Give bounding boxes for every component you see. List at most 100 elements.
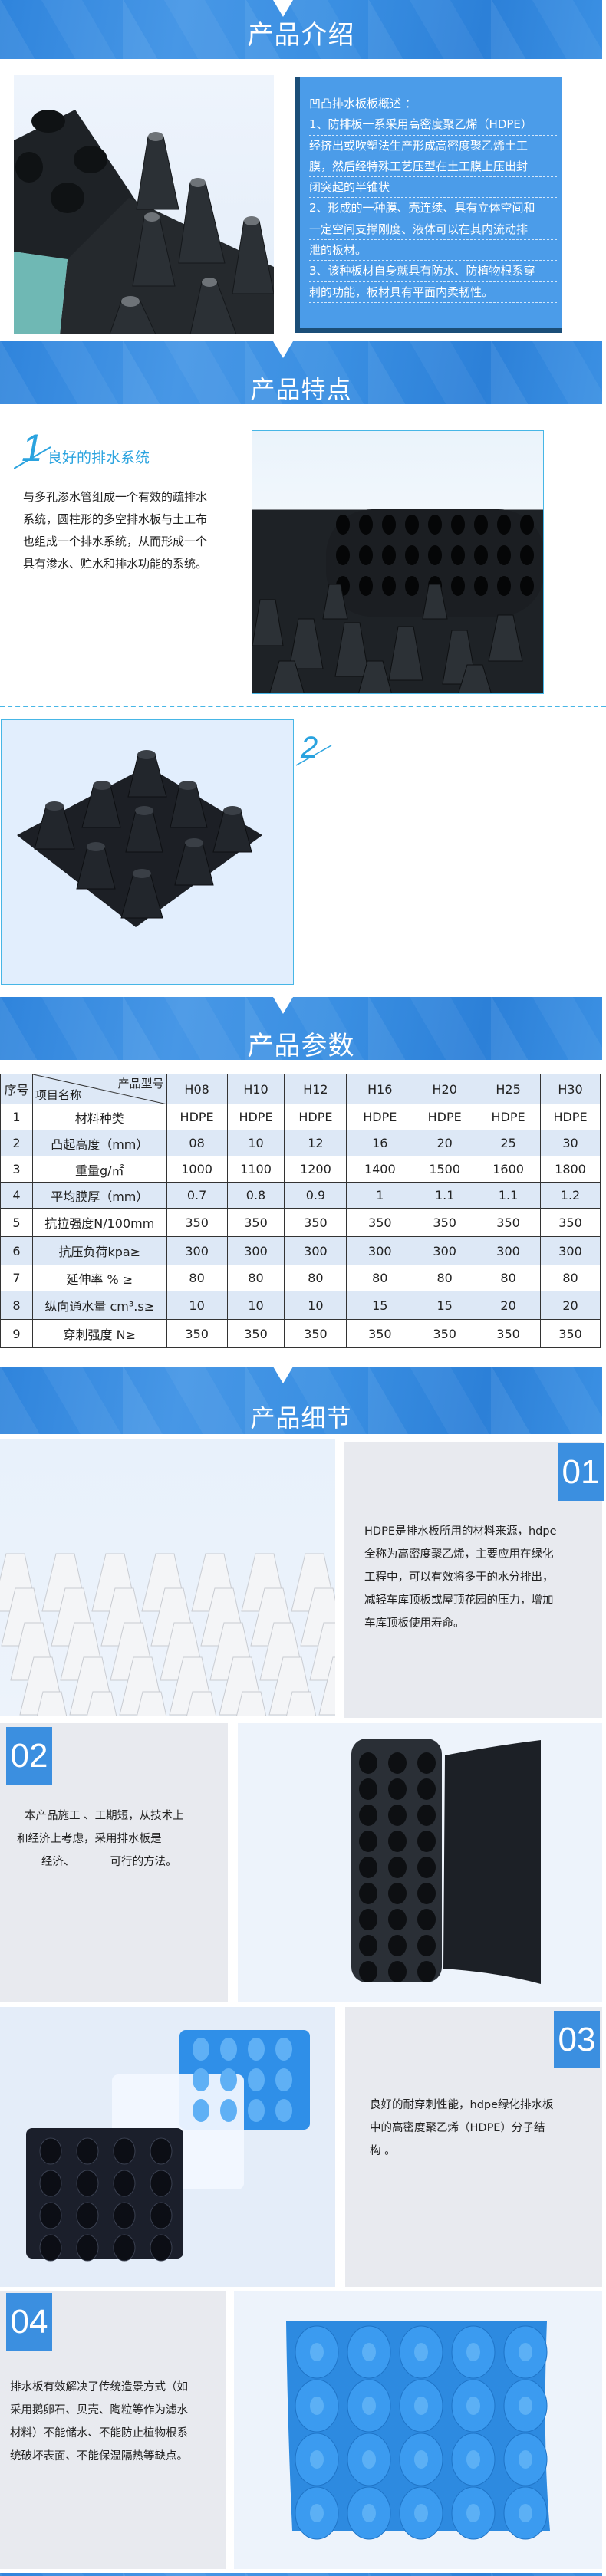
value-cell: 15 <box>413 1291 477 1320</box>
value-cell: HDPE <box>166 1104 228 1130</box>
value-cell: 30 <box>540 1130 601 1156</box>
table-row: 2 凸起高度（mm） 08 10 12 16 20 25 30 <box>0 1130 601 1156</box>
intro-line: 3、该种板材自身就具有防水、防植物根系穿 <box>309 261 557 282</box>
detail-line: HDPE是排水板所用的材料来源，hdpe <box>364 1525 557 1538</box>
row-index-cell: 5 <box>0 1208 33 1237</box>
row-index-cell: 2 <box>0 1130 33 1156</box>
value-cell: 80 <box>540 1265 601 1291</box>
notch-decoration <box>273 0 293 17</box>
value-cell: 350 <box>413 1319 477 1348</box>
intro-line: 凹凸排水板板概述 ： <box>309 94 557 115</box>
model-header: H08 <box>166 1074 228 1104</box>
detail-description: 本产品施工 、工期短，从技术上 和经济上考虑，采用排水板是 经济、 可行的方法。 <box>17 1805 184 1874</box>
section-title: 产品介绍 <box>247 20 355 51</box>
feature-number-text: 2 <box>300 731 318 765</box>
model-header: H12 <box>284 1074 347 1104</box>
detail-number-badge: 02 <box>6 1727 52 1785</box>
row-name-cell: 凸起高度（mm） <box>31 1130 167 1156</box>
value-cell: 10 <box>226 1291 285 1320</box>
row-index-cell: 3 <box>0 1156 33 1183</box>
product-photo-sample <box>1 719 294 985</box>
value-cell: 80 <box>476 1265 542 1291</box>
value-cell: 16 <box>346 1130 414 1156</box>
detail-line: 统破坏表面、不能保温隔热等缺点。 <box>10 2450 188 2462</box>
row-index-cell: 8 <box>0 1291 33 1320</box>
detail-line: 材料）不能储水、不能防止植物根系 <box>10 2427 188 2439</box>
value-cell: 350 <box>166 1319 228 1348</box>
value-cell: 1400 <box>346 1156 414 1183</box>
value-cell: 12 <box>284 1130 347 1156</box>
detail-photo-white-board <box>0 1439 335 1716</box>
detail-panel-01: 01 HDPE是排水板所用的材料来源，hdpe 全称为高密度聚乙烯，主要应用在绿… <box>344 1442 604 1718</box>
notch-decoration <box>273 1367 293 1383</box>
value-cell: HDPE <box>284 1104 347 1130</box>
row-name-cell: 抗拉强度N/100mm <box>31 1208 167 1237</box>
row-index-cell: 1 <box>0 1104 33 1130</box>
feature-1-number: 1 <box>13 424 52 470</box>
value-cell: 350 <box>540 1208 601 1237</box>
section-divider <box>0 706 606 707</box>
intro-line: 膜，然后经特殊工艺压型在土工膜上压出封 <box>309 156 557 178</box>
table-row: 8 纵向通水量 cm³.s≥ 10 10 10 15 15 20 20 <box>0 1291 601 1320</box>
detail-description: HDPE是排水板所用的材料来源，hdpe 全称为高密度聚乙烯，主要应用在绿化 工… <box>364 1520 557 1635</box>
detail-photo-color-boards <box>0 2007 335 2287</box>
value-cell: 300 <box>284 1236 347 1265</box>
value-cell: 25 <box>476 1130 542 1156</box>
detail-line: 和经济上考虑，采用排水板是 <box>17 1833 162 1845</box>
value-cell: 1.2 <box>540 1182 601 1209</box>
value-cell: 20 <box>413 1130 477 1156</box>
value-cell: 1.1 <box>413 1182 477 1209</box>
value-cell: 0.7 <box>166 1182 228 1209</box>
detail-number-badge: 04 <box>6 2293 52 2351</box>
section-title: 产品细节 <box>250 1403 352 1433</box>
params-table: 序号 产品型号 项目名称 H08 H10 H12 H16 H20 H25 H30… <box>0 1074 601 1348</box>
intro-description-box: 凹凸排水板板概述 ： 1、防排板一系采用高密度聚乙烯（HDPE） 经挤出或吹塑法… <box>295 77 562 328</box>
detail-line: 全称为高密度聚乙烯，主要应用在绿化 <box>364 1548 554 1561</box>
detail-line: 本产品施工 、工期短，从技术上 <box>25 1810 184 1822</box>
value-cell: 08 <box>166 1130 228 1156</box>
value-cell: 300 <box>413 1236 477 1265</box>
intro-line: 1、防排板一系采用高密度聚乙烯（HDPE） <box>309 114 557 136</box>
model-header: H25 <box>476 1074 542 1104</box>
table-row: 6 抗压负荷kpa≥ 300 300 300 300 300 300 300 <box>0 1236 601 1265</box>
value-cell: 20 <box>540 1291 601 1320</box>
section-header-features: 产品特点 <box>0 341 602 404</box>
detail-line: 排水板有效解决了传统造景方式（如 <box>10 2381 188 2393</box>
intro-line: 刺的功能，板材具有平面内柔韧性。 <box>309 282 557 303</box>
corner-top-label: 产品型号 <box>117 1077 164 1091</box>
table-header-row: 序号 产品型号 项目名称 H08 H10 H12 H16 H20 H25 H30 <box>0 1074 601 1104</box>
value-cell: 1 <box>346 1182 414 1209</box>
detail-line: 减轻车库顶板或屋顶花园的压力，增加 <box>364 1594 554 1607</box>
value-cell: 300 <box>476 1236 542 1265</box>
value-cell: 10 <box>226 1130 285 1156</box>
value-cell: 350 <box>284 1208 347 1237</box>
table-row: 3 重量g/㎡ 1000 1100 1200 1400 1500 1600 1800 <box>0 1156 601 1183</box>
detail-description: 排水板有效解决了传统造景方式（如 采用鹅卵石、贝壳、陶粒等作为滤水 材料）不能储… <box>10 2376 188 2468</box>
section-header-params: 产品参数 <box>0 997 602 1060</box>
detail-number-badge: 01 <box>558 1443 604 1501</box>
detail-line: 构 。 <box>370 2145 396 2157</box>
detail-panel-04: 04 排水板有效解决了传统造景方式（如 采用鹅卵石、贝壳、陶粒等作为滤水 材料）… <box>0 2291 226 2569</box>
model-header: H30 <box>540 1074 601 1104</box>
feature-line: 也组成一个排水系统，从而形成一个 <box>23 535 208 548</box>
index-header: 序号 <box>0 1074 33 1104</box>
value-cell: 1200 <box>284 1156 347 1183</box>
value-cell: 300 <box>226 1236 285 1265</box>
corner-bottom-label: 项目名称 <box>35 1088 81 1102</box>
value-cell: 1100 <box>226 1156 285 1183</box>
value-cell: 350 <box>413 1208 477 1237</box>
detail-photo-blue-board <box>234 2291 602 2569</box>
row-name-cell: 穿刺强度 N≥ <box>31 1319 167 1348</box>
value-cell: 80 <box>226 1265 285 1291</box>
detail-number-badge: 03 <box>554 2011 600 2068</box>
value-cell: 300 <box>346 1236 414 1265</box>
value-cell: HDPE <box>413 1104 477 1130</box>
detail-line: 采用鹅卵石、贝壳、陶粒等作为滤水 <box>10 2404 188 2416</box>
row-index-cell: 6 <box>0 1236 33 1265</box>
model-header: H16 <box>346 1074 414 1104</box>
detail-description: 良好的耐穿刺性能，hdpe绿化排水板 中的高密度聚乙烯（HDPE）分子结 构 。 <box>370 2094 554 2163</box>
row-name-cell: 重量g/㎡ <box>31 1156 167 1183</box>
intro-line: 2、形成的一种膜、壳连续、具有立体空间和 <box>309 198 557 219</box>
row-name-cell: 平均膜厚（mm） <box>31 1182 167 1209</box>
value-cell: 80 <box>413 1265 477 1291</box>
